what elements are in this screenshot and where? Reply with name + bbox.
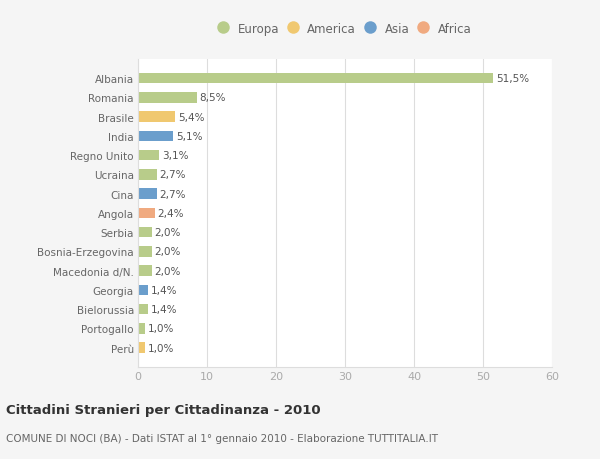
Bar — [138, 189, 157, 200]
Text: 1,4%: 1,4% — [151, 304, 177, 314]
Bar — [138, 112, 175, 123]
Text: 3,1%: 3,1% — [162, 151, 188, 161]
Bar — [138, 73, 493, 84]
Text: 1,0%: 1,0% — [148, 343, 174, 353]
Bar — [138, 93, 197, 103]
Bar — [138, 208, 155, 219]
Bar — [138, 170, 157, 180]
Text: 2,7%: 2,7% — [160, 189, 186, 199]
Text: 5,4%: 5,4% — [178, 112, 205, 123]
Text: 2,0%: 2,0% — [155, 247, 181, 257]
Text: 2,7%: 2,7% — [160, 170, 186, 180]
Text: 51,5%: 51,5% — [496, 74, 529, 84]
Bar — [138, 246, 152, 257]
Bar — [138, 227, 152, 238]
Text: 2,4%: 2,4% — [157, 208, 184, 218]
Text: 2,0%: 2,0% — [155, 266, 181, 276]
Bar — [138, 151, 160, 161]
Text: 5,1%: 5,1% — [176, 132, 202, 141]
Text: 8,5%: 8,5% — [199, 93, 226, 103]
Text: Cittadini Stranieri per Cittadinanza - 2010: Cittadini Stranieri per Cittadinanza - 2… — [6, 403, 320, 416]
Bar — [138, 131, 173, 142]
Text: 2,0%: 2,0% — [155, 228, 181, 238]
Bar — [138, 285, 148, 296]
Legend: Europa, America, Asia, Africa: Europa, America, Asia, Africa — [218, 22, 472, 35]
Bar — [138, 343, 145, 353]
Bar — [138, 266, 152, 276]
Text: COMUNE DI NOCI (BA) - Dati ISTAT al 1° gennaio 2010 - Elaborazione TUTTITALIA.IT: COMUNE DI NOCI (BA) - Dati ISTAT al 1° g… — [6, 433, 438, 442]
Bar — [138, 304, 148, 315]
Text: 1,0%: 1,0% — [148, 324, 174, 334]
Text: 1,4%: 1,4% — [151, 285, 177, 295]
Bar — [138, 324, 145, 334]
